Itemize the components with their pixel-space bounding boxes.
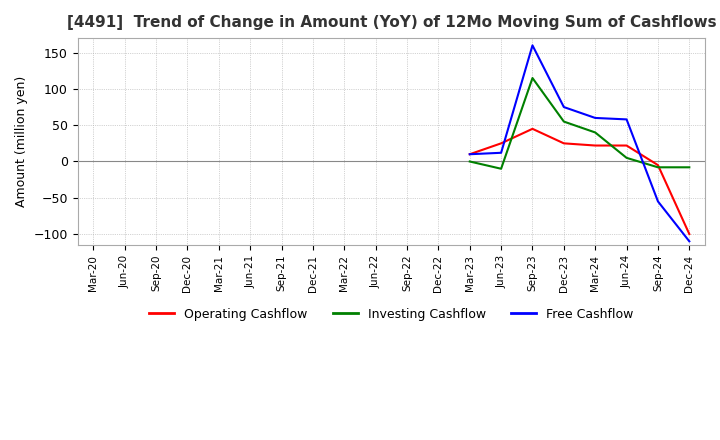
Title: [4491]  Trend of Change in Amount (YoY) of 12Mo Moving Sum of Cashflows: [4491] Trend of Change in Amount (YoY) o…: [66, 15, 716, 30]
Y-axis label: Amount (million yen): Amount (million yen): [15, 76, 28, 207]
Legend: Operating Cashflow, Investing Cashflow, Free Cashflow: Operating Cashflow, Investing Cashflow, …: [145, 303, 638, 326]
